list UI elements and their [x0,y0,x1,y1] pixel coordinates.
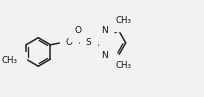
Text: CH₃: CH₃ [115,16,131,25]
Text: N: N [101,51,107,60]
Text: CH₃: CH₃ [1,56,17,65]
Text: S: S [85,38,90,47]
Text: O: O [65,38,72,47]
Text: N: N [101,26,107,35]
Text: CH₃: CH₃ [115,61,131,70]
Text: O: O [74,26,81,35]
Text: O: O [13,58,20,67]
